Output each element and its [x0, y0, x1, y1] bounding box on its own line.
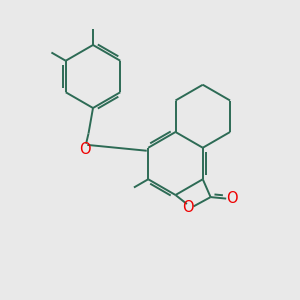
Text: O: O [182, 200, 194, 215]
Text: O: O [226, 191, 237, 206]
Text: O: O [79, 142, 91, 157]
